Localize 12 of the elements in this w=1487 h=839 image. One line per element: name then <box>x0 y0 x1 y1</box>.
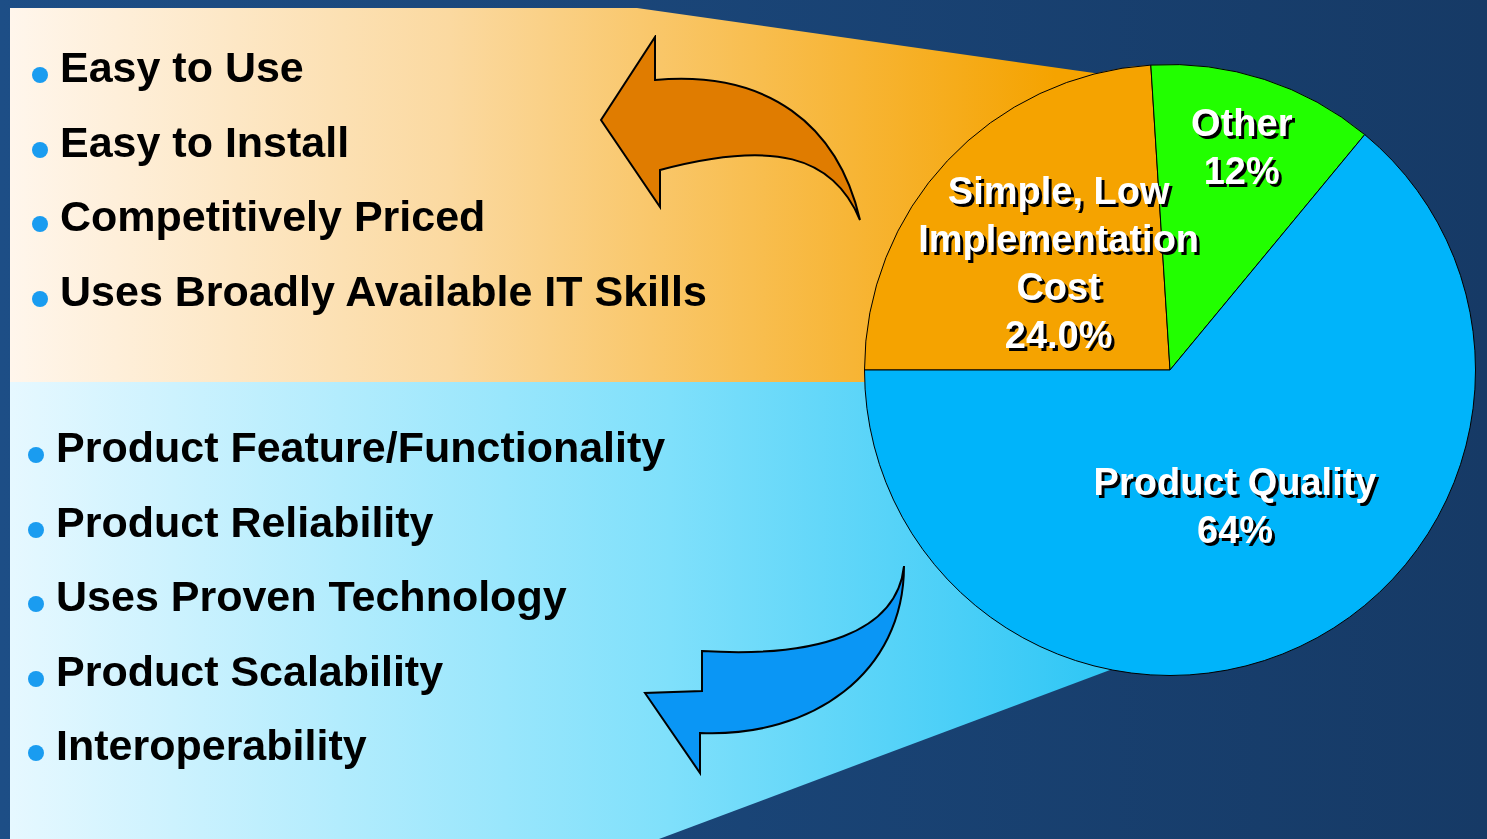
data-label: 64% <box>1200 511 1277 554</box>
text: Easy to Use <box>30 38 707 113</box>
text: Easy to Install <box>30 112 707 187</box>
text: Product Scalability <box>26 641 666 716</box>
text: Competitively Priced <box>30 187 707 262</box>
text: Product Reliability <box>26 492 666 567</box>
text: Uses Proven Technology <box>26 567 666 642</box>
text: Interoperability <box>26 716 666 791</box>
text: Product Feature/Functionality <box>26 418 666 493</box>
text: Uses Broadly Available IT Skills <box>30 261 707 336</box>
data-label: 12% <box>1206 152 1283 195</box>
data-label: 24.0% <box>1007 316 1116 359</box>
